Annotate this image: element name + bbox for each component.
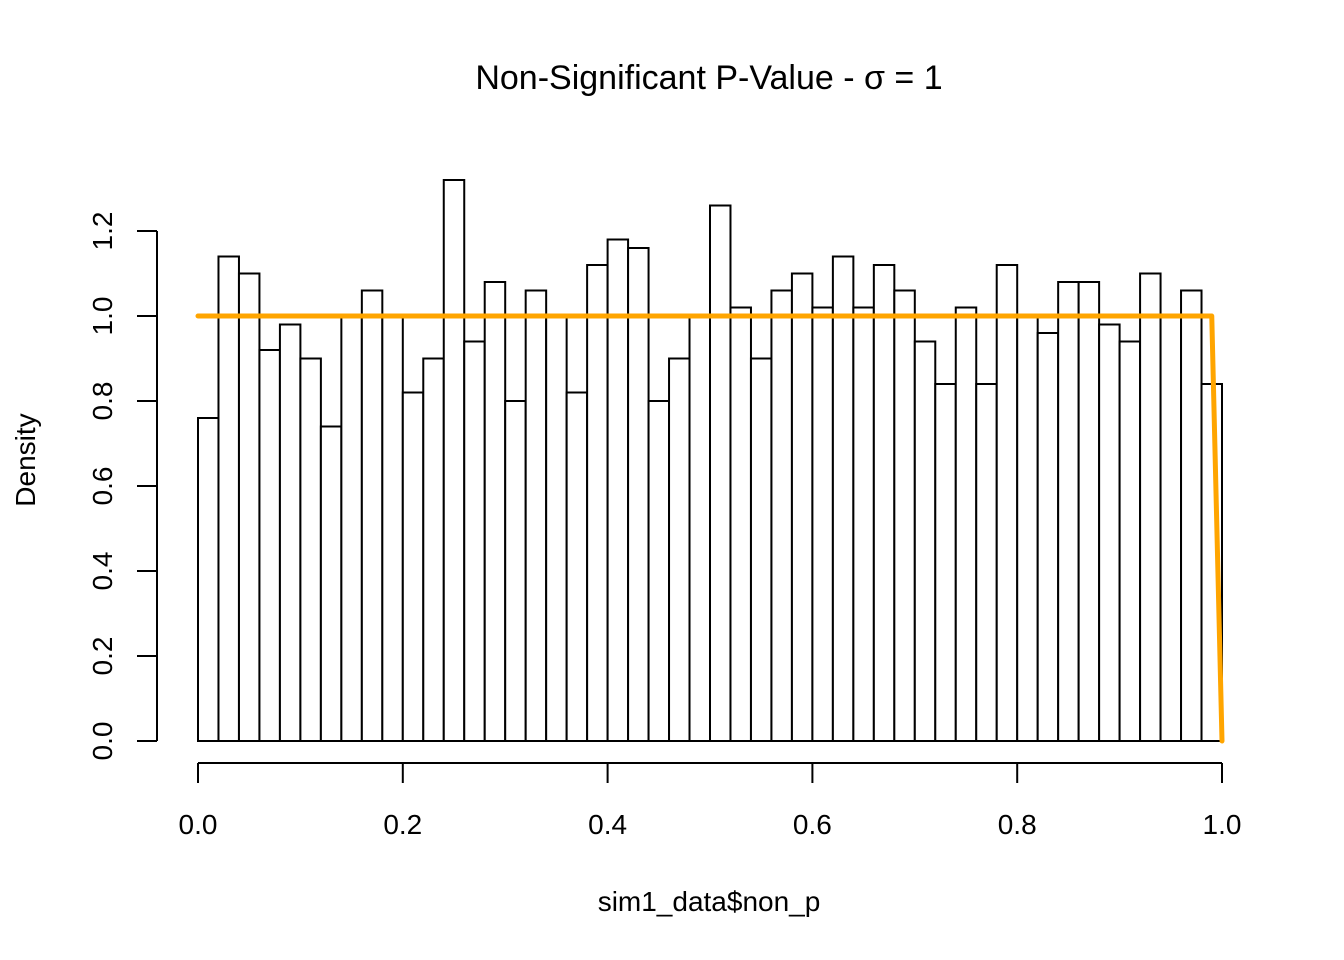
- histogram-bar: [504, 400, 527, 742]
- chart-title: Non-Significant P-Value - σ = 1: [475, 59, 942, 97]
- y-tick-label: 0.8: [87, 382, 118, 421]
- histogram-bar: [545, 315, 568, 742]
- x-tick-label: 0.6: [793, 809, 832, 840]
- histogram-bar: [1139, 272, 1162, 742]
- y-axis-label: Density: [10, 413, 41, 506]
- histogram-bar: [586, 264, 609, 742]
- x-tick-label: 0.0: [179, 809, 218, 840]
- y-axis: 0.0 0.2 0.4 0.6 0.8 1.0 1.2: [87, 212, 158, 761]
- histogram-bar: [1118, 340, 1142, 742]
- histogram-bar: [729, 306, 752, 742]
- histogram-bars: [197, 179, 1224, 742]
- histogram-bar: [790, 272, 814, 742]
- histogram-bar: [340, 315, 363, 742]
- histogram-bar: [483, 281, 507, 742]
- histogram-bar: [688, 315, 712, 742]
- histogram-bar: [934, 383, 957, 742]
- x-tick-label: 0.4: [588, 809, 627, 840]
- histogram-bar: [401, 391, 425, 742]
- histogram-bar: [422, 357, 445, 742]
- histogram-bar: [668, 357, 691, 742]
- y-tick-label: 0.4: [87, 552, 118, 591]
- histogram-bar: [627, 247, 650, 742]
- histogram-bar: [1098, 323, 1121, 742]
- histogram-bar: [749, 357, 773, 742]
- histogram-bar: [278, 323, 302, 742]
- histogram-bar: [852, 306, 875, 742]
- histogram-bar: [709, 204, 732, 742]
- histogram-bar: [954, 306, 978, 742]
- histogram-bar: [975, 383, 998, 742]
- x-tick-label: 0.8: [998, 809, 1037, 840]
- y-tick-label: 0.2: [87, 637, 118, 676]
- x-axis: 0.0 0.2 0.4 0.6 0.8 1.0: [179, 762, 1242, 840]
- histogram-bar: [1180, 289, 1203, 742]
- x-axis-label: sim1_data$non_p: [598, 886, 821, 917]
- histogram-bar: [1016, 315, 1039, 742]
- x-tick-label: 0.2: [383, 809, 422, 840]
- histogram-bar: [524, 289, 548, 742]
- histogram-bar: [197, 417, 220, 742]
- histogram-bar: [893, 289, 916, 742]
- density-line: [195, 313, 1225, 744]
- histogram-bar: [1057, 281, 1080, 742]
- histogram-bar: [1159, 315, 1183, 742]
- histogram-bar: [237, 272, 261, 742]
- histogram-bar: [831, 255, 855, 742]
- histogram-bar: [995, 264, 1019, 742]
- y-tick-label: 1.2: [87, 212, 118, 251]
- histogram-bar: [319, 425, 343, 742]
- x-tick-label: 1.0: [1203, 809, 1242, 840]
- y-tick-label: 0.6: [87, 467, 118, 506]
- histogram-bar: [299, 357, 322, 742]
- histogram-bar: [463, 340, 486, 742]
- histogram-bar: [217, 255, 240, 742]
- y-tick-label: 0.0: [87, 722, 118, 761]
- histogram-bar: [1077, 281, 1101, 742]
- histogram-bar: [442, 179, 466, 742]
- y-tick-label: 1.0: [87, 297, 118, 336]
- histogram-bar: [360, 289, 384, 742]
- histogram-bar: [565, 391, 589, 742]
- histogram-bar: [381, 315, 404, 742]
- histogram-bar: [811, 306, 834, 742]
- histogram-bar: [1036, 332, 1060, 742]
- histogram-bar: [872, 264, 896, 742]
- histogram-bar: [913, 340, 937, 742]
- histogram-bar: [770, 289, 793, 742]
- histogram-bar: [647, 400, 671, 742]
- histogram-bar: [258, 349, 281, 742]
